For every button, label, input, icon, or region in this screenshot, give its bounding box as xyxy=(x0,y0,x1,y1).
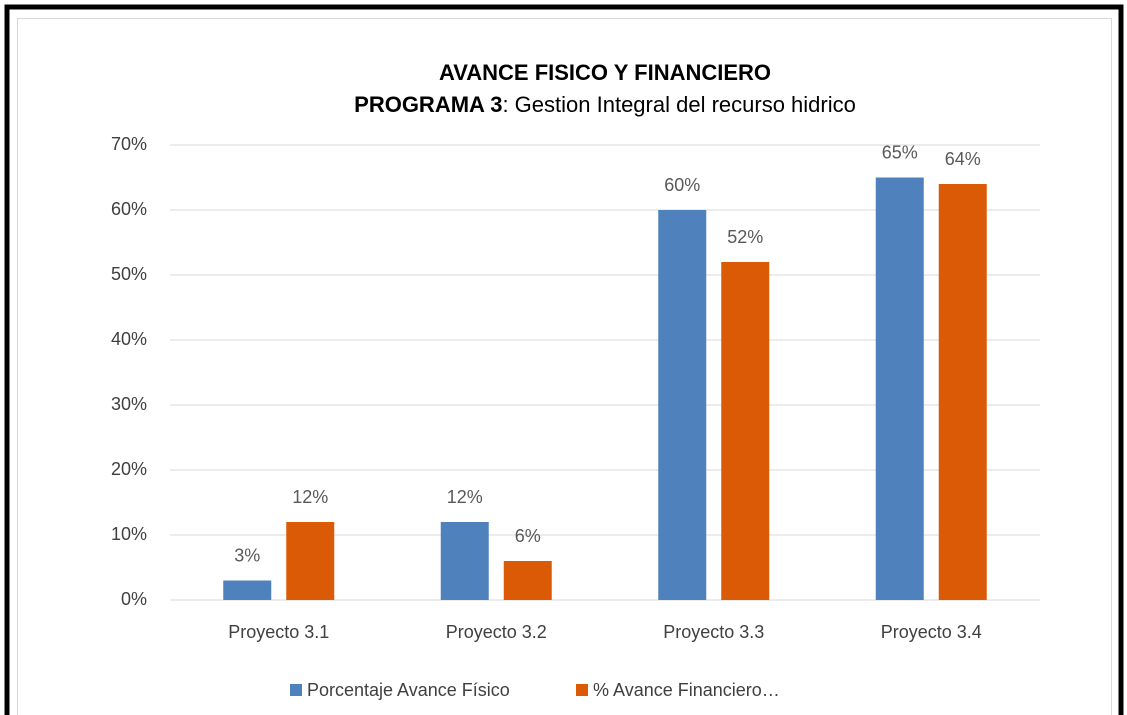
data-label: 60% xyxy=(664,175,700,195)
bar xyxy=(503,561,552,600)
x-tick-label: Proyecto 3.3 xyxy=(663,622,764,642)
y-tick-label: 10% xyxy=(111,524,147,544)
y-tick-label: 0% xyxy=(121,589,147,609)
y-tick-label: 50% xyxy=(111,264,147,284)
subtitle-rest: : Gestion Integral del recurso hidrico xyxy=(502,92,855,117)
y-tick-label: 70% xyxy=(111,134,147,154)
chart-frame xyxy=(17,18,1112,715)
chart-subtitle: PROGRAMA 3: Gestion Integral del recurso… xyxy=(354,92,856,117)
y-tick-label: 40% xyxy=(111,329,147,349)
bar xyxy=(286,522,335,600)
legend-swatch xyxy=(290,684,302,696)
outer-frame xyxy=(4,4,1124,715)
legend-label: Porcentaje Avance Físico xyxy=(307,680,510,700)
bar xyxy=(440,522,489,600)
legend-swatch xyxy=(576,684,588,696)
bar xyxy=(938,184,987,600)
y-tick-label: 60% xyxy=(111,199,147,219)
data-label: 6% xyxy=(515,526,541,546)
bar xyxy=(223,580,272,600)
subtitle-bold: PROGRAMA 3 xyxy=(354,92,502,117)
legend-label: % Avance Financiero… xyxy=(593,680,780,700)
x-tick-label: Proyecto 3.4 xyxy=(881,622,982,642)
x-tick-label: Proyecto 3.1 xyxy=(228,622,329,642)
bar xyxy=(658,210,707,600)
data-label: 12% xyxy=(292,487,328,507)
data-label: 3% xyxy=(234,545,260,565)
data-label: 65% xyxy=(882,142,918,162)
data-label: 12% xyxy=(447,487,483,507)
x-tick-label: Proyecto 3.2 xyxy=(446,622,547,642)
y-tick-label: 30% xyxy=(111,394,147,414)
chart-title: AVANCE FISICO Y FINANCIERO xyxy=(439,60,771,85)
data-label: 52% xyxy=(727,227,763,247)
data-label: 64% xyxy=(945,149,981,169)
bar xyxy=(721,262,770,600)
y-tick-label: 20% xyxy=(111,459,147,479)
bar xyxy=(875,177,924,600)
